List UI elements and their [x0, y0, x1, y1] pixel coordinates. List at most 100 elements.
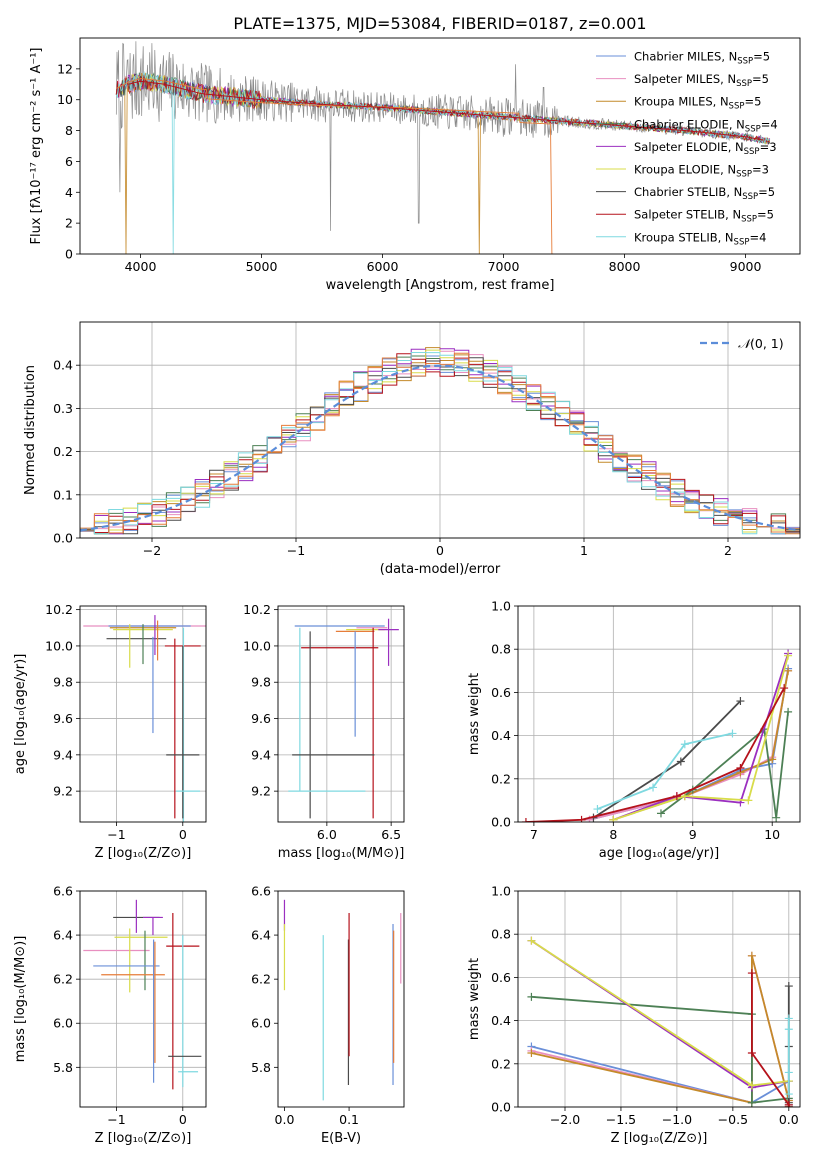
y-axis-label: mass weight	[467, 673, 482, 755]
y-tick-label: 0.0	[491, 1100, 511, 1115]
y-tick-label: 9.2	[251, 784, 271, 799]
legend-label: Kroupa MILES, NSSP=5	[634, 95, 761, 112]
x-tick-label: 9000	[730, 259, 762, 274]
errorbar-point	[378, 618, 399, 666]
age-vs-mass-panel: 6.0 6.5 9.2 9.4 9.6 9.8 10.0 10.2 mass [log₁₀(M/…	[243, 602, 405, 861]
y-tick-label: 9.2	[53, 784, 73, 799]
y-tick-label: 0.6	[491, 685, 511, 700]
figure-title: PLATE=1375, MJD=53084, FIBERID=0187, z=0…	[233, 14, 646, 33]
y-tick-label: 12	[57, 61, 73, 76]
legend-label: Chabrier MILES, NSSP=5	[634, 50, 770, 67]
x-tick-label: 2	[724, 543, 732, 558]
weight-marker	[593, 805, 602, 814]
weight-marker	[521, 818, 530, 822]
normal-curve-line	[80, 364, 800, 532]
x-tick-label: 4000	[125, 259, 157, 274]
x-axis-label: Z [log₁₀(Z/Z⊙)]	[95, 846, 192, 861]
y-tick-label: 0.8	[491, 642, 511, 657]
x-axis-label: E(B-V)	[321, 1131, 361, 1146]
y-tick-label: 6.4	[251, 928, 271, 943]
age-vs-metallicity-panel: −1 0 9.2 9.4 9.6 9.8 10.0 10.2 Z [log₁₀(Z/Z⊙)] ag…	[13, 602, 207, 861]
weight-marker	[747, 1098, 756, 1107]
histogram-step-orange	[80, 352, 800, 535]
x-axis-label: (data-model)/error	[380, 562, 501, 577]
x-tick-label: 6.5	[381, 827, 401, 842]
y-tick-label: 6.0	[251, 1016, 271, 1031]
legend-label-suffix: =5	[757, 208, 774, 222]
axes-frame	[277, 605, 405, 823]
axes-frame	[517, 890, 801, 1108]
legend-label-sub: SSP	[742, 192, 758, 202]
legend-label-sub: SSP	[734, 237, 750, 247]
y-tick-label: 9.4	[251, 747, 271, 762]
x-axis-label: Z [log₁₀(Z/Z⊙)]	[95, 1131, 192, 1146]
legend-label: Kroupa ELODIE, NSSP=3	[634, 163, 769, 180]
legend-label-main: Kroupa ELODIE, N	[634, 163, 736, 177]
weight-marker	[784, 651, 793, 660]
legend-label-main: Chabrier STELIB, N	[634, 185, 742, 199]
y-tick-label: 10.2	[45, 602, 73, 617]
y-tick-label: 9.8	[53, 675, 73, 690]
x-tick-label: −0.5	[718, 1112, 748, 1127]
y-tick-label: 0.2	[491, 771, 511, 786]
x-tick-label: 0	[436, 543, 444, 558]
weight-marker	[736, 764, 745, 772]
x-axis-label: wavelength [Angstrom, rest frame]	[326, 278, 555, 293]
weight-line-kroupa-elodie	[613, 655, 789, 821]
legend-label: Salpeter ELODIE, NSSP=3	[634, 140, 777, 157]
errorbar-point	[143, 916, 163, 936]
y-tick-label: 5.8	[53, 1060, 73, 1075]
plot-area	[521, 649, 793, 822]
y-tick-label: 0.3	[53, 401, 73, 416]
weight-marker	[747, 1049, 756, 1057]
legend-label-main: Salpeter STELIB, N	[634, 208, 741, 222]
legend-label: Salpeter MILES, NSSP=5	[634, 72, 769, 89]
legend-label-main: Kroupa MILES, N	[634, 95, 729, 109]
legend-label-main: Chabrier ELODIE, N	[634, 117, 745, 131]
legend-label-sub: SSP	[741, 215, 757, 225]
mass-weight-vs-age-panel: 7 8 9 10 0.0 0.2 0.4 0.6 0.8 1.0 age [log₁₀(age/yr…	[467, 599, 801, 861]
y-tick-label: 9.8	[251, 675, 271, 690]
legend-label: Chabrier STELIB, NSSP=5	[634, 185, 775, 202]
legend-label-main: Kroupa STELIB, N	[634, 230, 734, 244]
weight-marker	[577, 815, 586, 822]
weight-marker	[772, 813, 781, 822]
y-axis-label: Normed distribution	[23, 365, 38, 495]
y-tick-label: 0.2	[53, 444, 73, 459]
x-axis-label: age [log₁₀(age/yr)]	[599, 846, 720, 861]
x-tick-label: 9	[689, 827, 697, 842]
residual-histogram-panel: 𝒩(0, 1) −2 −1 0 1 2 0.0 0.1 0.2 0.3 0.4 (data-model…	[23, 321, 801, 577]
y-tick-label: 10	[57, 92, 73, 107]
y-tick-label: 0.6	[491, 970, 511, 985]
y-tick-label: 6.6	[53, 884, 73, 899]
y-tick-label: 6.0	[53, 1016, 73, 1031]
weight-marker	[784, 1103, 793, 1107]
y-axis-label: Flux [fλ10⁻¹⁷ erg cm⁻² s⁻¹ A⁻¹]	[29, 48, 44, 245]
mass-vs-metallicity-panel: −1 0 5.8 6.0 6.2 6.4 6.6 Z [log₁₀(Z/Z⊙)] mass [l…	[13, 884, 207, 1146]
legend-label-sub: SSP	[736, 170, 752, 180]
legend-label-main: Chabrier MILES, N	[634, 50, 737, 64]
x-tick-label: 0	[179, 827, 187, 842]
y-axis-label: mass [log₁₀(M/M⊙)]	[13, 936, 28, 1063]
plot-area	[115, 41, 771, 254]
y-tick-label: 5.8	[251, 1060, 271, 1075]
weight-marker	[784, 666, 793, 675]
legend-label-suffix: =3	[752, 163, 769, 177]
legend-label: 𝒩(0, 1)	[738, 336, 784, 351]
histogram-step-salpeter-elodie	[80, 348, 800, 535]
legend-label-suffix: =4	[761, 117, 778, 131]
legend-label: Chabrier ELODIE, NSSP=4	[634, 117, 778, 134]
model-line-orange	[116, 78, 554, 254]
axes-frame	[79, 37, 801, 255]
axes-frame	[277, 890, 405, 1108]
plot-area	[288, 618, 399, 819]
weight-line-chabrier-miles	[531, 1045, 790, 1105]
x-tick-label: 7	[530, 827, 538, 842]
weight-marker	[527, 1049, 536, 1057]
x-tick-label: 1	[580, 543, 588, 558]
x-tick-label: 7000	[488, 259, 520, 274]
weight-marker	[784, 1090, 793, 1099]
y-axis-label: mass weight	[467, 958, 482, 1040]
x-tick-label: −1.5	[606, 1112, 636, 1127]
